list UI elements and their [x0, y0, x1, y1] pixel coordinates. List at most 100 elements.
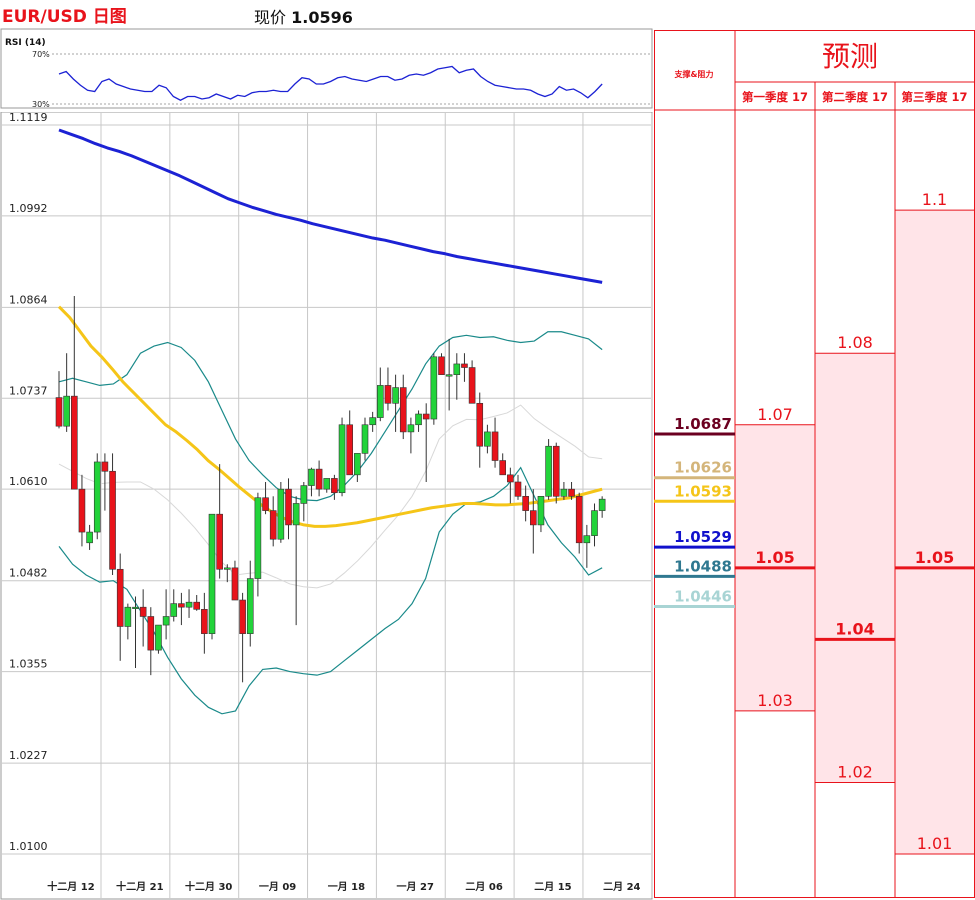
forecast-mid-value: 1.05	[755, 548, 794, 567]
candle-body	[346, 424, 354, 476]
candle	[71, 295, 78, 490]
candle	[369, 411, 376, 432]
candle-body	[239, 599, 246, 634]
sr-level-value: 1.0446	[674, 587, 732, 605]
candle-body	[139, 606, 147, 617]
candle	[216, 464, 223, 579]
rsi-label: RSI (14)	[5, 38, 46, 48]
candle-body	[407, 424, 415, 433]
candle	[591, 503, 598, 547]
candle-body	[552, 445, 560, 497]
candle-body	[568, 488, 575, 497]
bollinger-upper	[58, 331, 603, 502]
candle	[346, 410, 354, 476]
candle	[201, 592, 208, 654]
candle	[162, 589, 170, 640]
candle-body	[231, 567, 239, 601]
candle	[285, 478, 292, 540]
candle	[63, 353, 70, 432]
y-tick-label: 1.0227	[9, 749, 48, 762]
candle-body	[529, 510, 537, 526]
y-tick-label: 1.0610	[9, 475, 48, 488]
candle	[445, 338, 453, 411]
candle-body	[514, 481, 522, 497]
x-tick-label: 十二月 30	[185, 880, 232, 893]
candle-body	[560, 488, 568, 497]
candle-body	[545, 445, 552, 497]
candle	[109, 453, 116, 575]
candle	[476, 392, 484, 468]
forecast-range	[895, 210, 974, 854]
candle-body	[216, 513, 223, 570]
candle-body	[178, 603, 185, 608]
candle	[598, 496, 606, 518]
candle	[246, 560, 254, 647]
candle-body	[132, 606, 139, 609]
x-tick-label: 二月 15	[534, 881, 571, 893]
candle-body	[262, 497, 269, 511]
quarter-header: 第二季度 17	[822, 90, 888, 104]
quarter-header: 第一季度 17	[742, 90, 808, 104]
candle-body	[246, 578, 254, 634]
candle-body	[170, 603, 178, 617]
candle-body	[55, 397, 63, 427]
candle	[575, 492, 583, 554]
candle	[132, 596, 139, 668]
y-tick-label: 1.1119	[9, 112, 48, 124]
candle	[224, 564, 231, 583]
y-tick-label: 1.0482	[9, 567, 48, 580]
candle	[116, 553, 124, 661]
x-tick-label: 一月 27	[397, 881, 434, 893]
candle-body	[468, 367, 476, 404]
candle-body	[499, 460, 507, 476]
moving-average-line	[58, 128, 603, 284]
candle-body	[376, 385, 384, 418]
x-tick-label: 十二月 12	[47, 880, 94, 893]
price-value: 1.0596	[291, 8, 353, 27]
forecast-table: 1.07 1.05 1.03 1.08 1.04 1.02 1.1 1.05 1.01 支撑&阻力…	[654, 30, 975, 898]
candle	[139, 589, 147, 647]
candle	[55, 371, 63, 429]
candle	[430, 353, 438, 425]
candle	[529, 489, 537, 554]
candle-body	[384, 385, 392, 404]
sr-level-value: 1.0593	[674, 482, 732, 500]
candle-body	[101, 461, 109, 472]
quarter-header: 第三季度 17	[901, 90, 967, 104]
candle	[491, 417, 499, 468]
candle-body	[453, 363, 461, 375]
bollinger-mid	[58, 404, 603, 589]
candle	[208, 513, 216, 640]
forecast-low-value: 1.03	[757, 691, 793, 710]
candle	[231, 560, 239, 601]
candle	[376, 367, 384, 422]
candle	[438, 353, 445, 375]
candle	[185, 589, 193, 618]
candle	[277, 481, 285, 543]
candle-body	[285, 488, 292, 526]
price-chart: 1.1119 1.0992 1.0864 1.0737 1.0610 1.0482 1.03…	[0, 112, 653, 900]
candle-body	[583, 535, 591, 544]
candle	[101, 453, 109, 511]
candle-body	[116, 568, 124, 627]
y-tick-label: 1.0992	[9, 202, 48, 215]
x-tick-label: 一月 09	[259, 881, 296, 893]
candle	[155, 624, 162, 654]
candle-body	[392, 387, 399, 404]
candle-body	[78, 488, 86, 533]
candle-body	[71, 395, 78, 490]
x-tick-label: 十二月 21	[116, 880, 163, 893]
rsi-level-label: 30%	[32, 100, 50, 109]
candle	[560, 481, 568, 500]
candle-body	[308, 468, 315, 486]
candle	[93, 453, 101, 540]
candle	[78, 474, 86, 547]
forecast-high-value: 1.07	[757, 405, 793, 424]
candle-body	[331, 478, 338, 494]
forecast-title: 预测	[822, 40, 878, 73]
candle-body	[575, 495, 583, 544]
candle	[178, 592, 185, 626]
price-label: 现价	[254, 8, 287, 27]
candle	[315, 460, 323, 497]
candle-body	[338, 424, 346, 494]
